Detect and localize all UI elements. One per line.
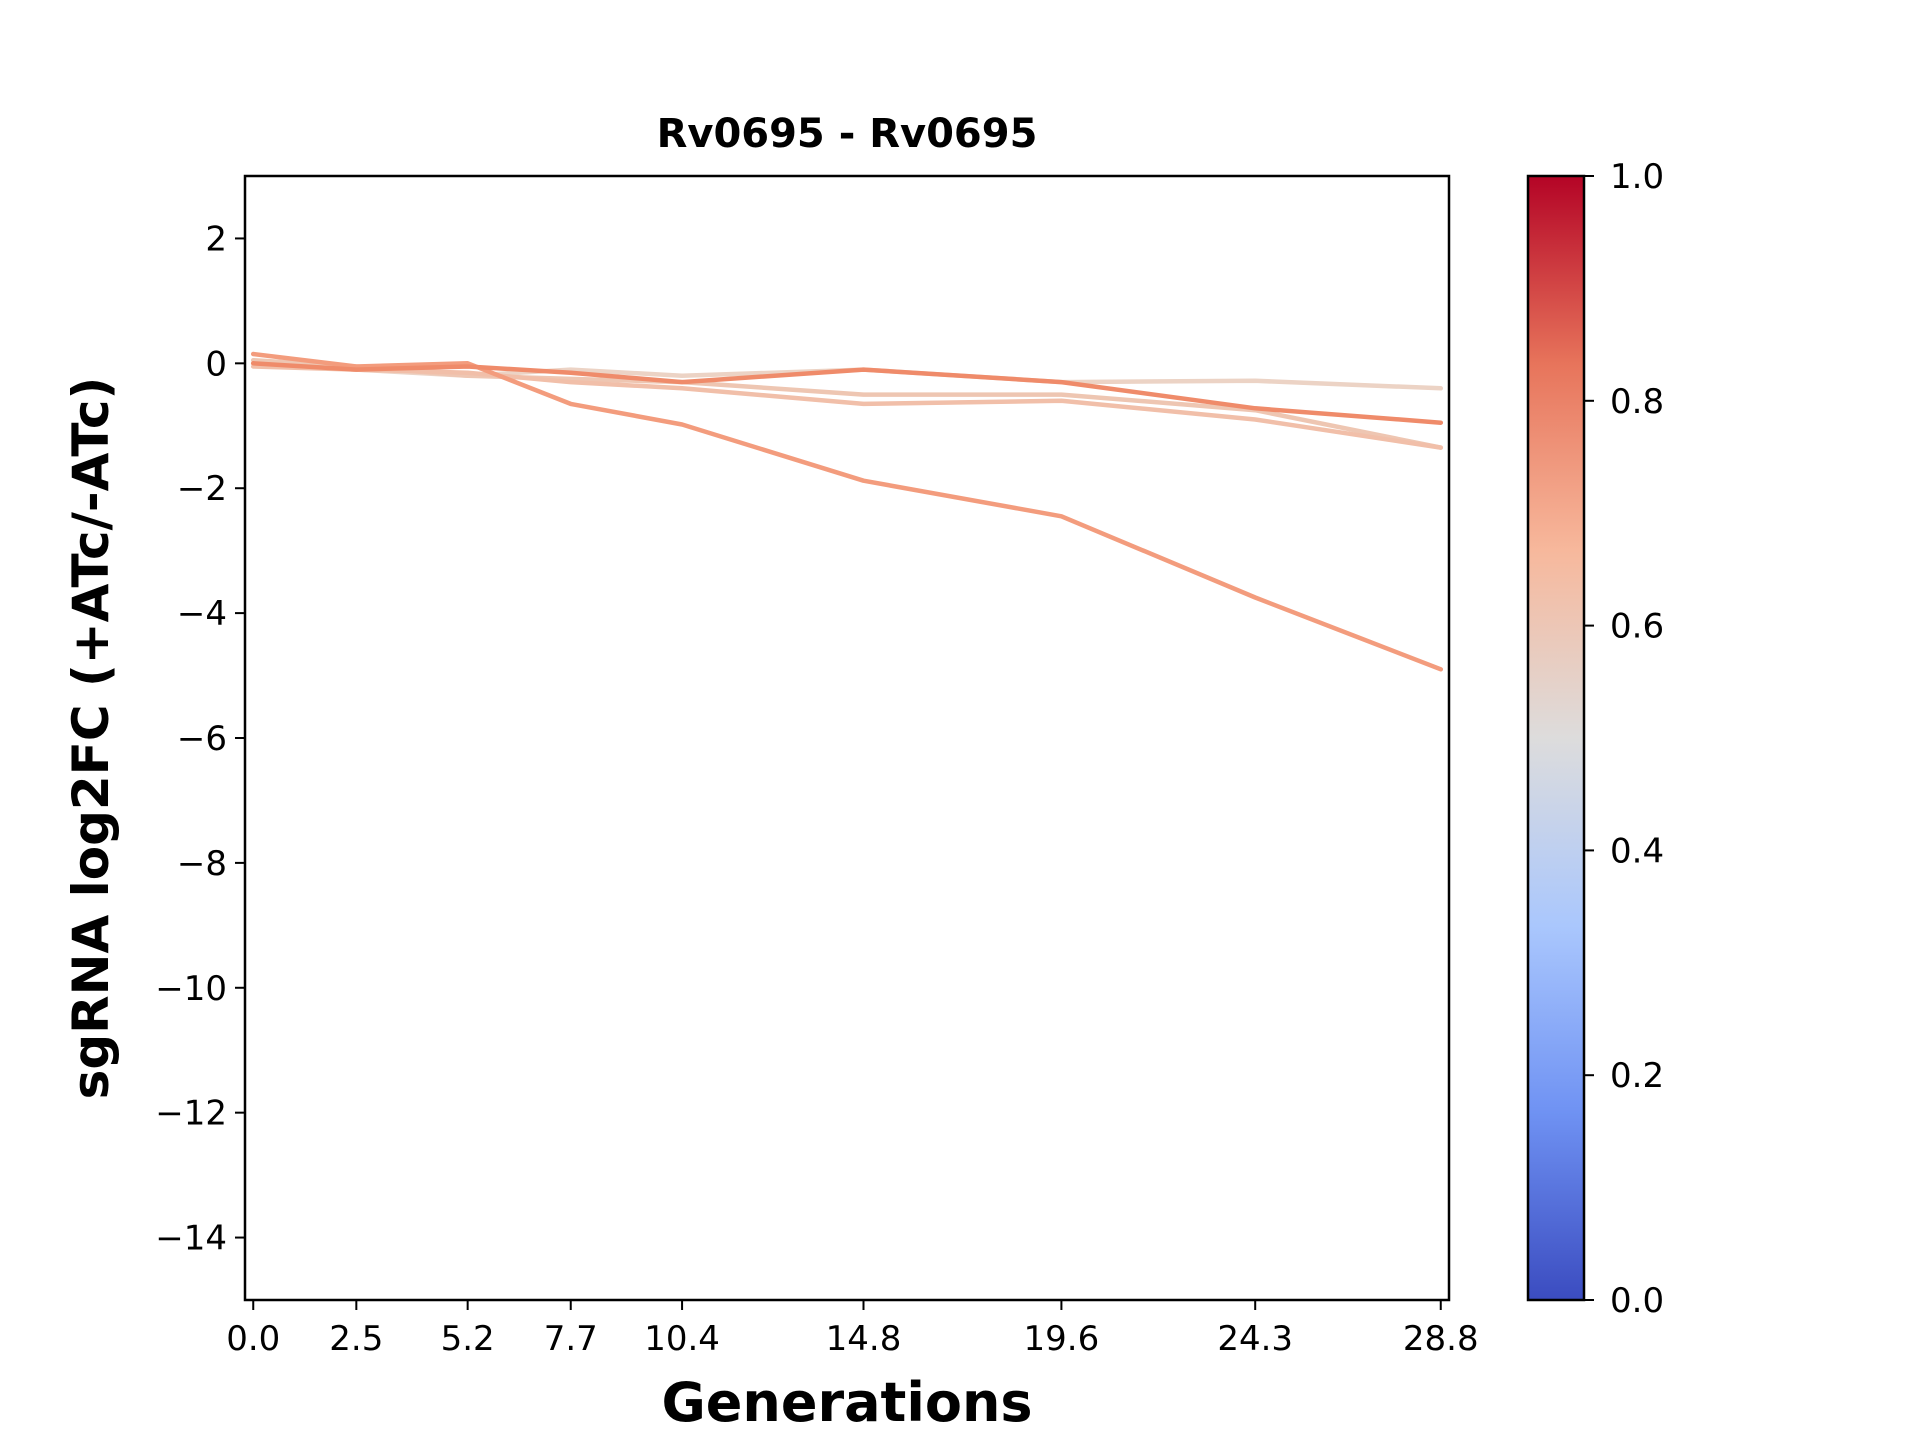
plot-frame	[243, 174, 1451, 1302]
x-tick-label: 10.4	[644, 1319, 720, 1359]
y-tick-label: −6	[177, 719, 227, 759]
y-tick-label: −4	[177, 594, 227, 634]
y-tick-label: −10	[155, 969, 227, 1009]
colorbar-tick-label: 1.0	[1610, 157, 1664, 197]
x-axis-ticks: 0.0 2.5 5.2 7.7 10.4 14.8 19.6 24.3 28.8	[226, 1300, 1479, 1359]
y-tick-label: 2	[205, 219, 227, 259]
y-axis-label: sgRNA log2FC (+ATc/-ATc)	[62, 377, 120, 1100]
series-line-5	[250, 361, 1444, 425]
x-tick-label: 24.3	[1217, 1319, 1293, 1359]
y-axis-ticks: 2 0 −2 −4 −6 −8 −10 −12 −14	[155, 219, 245, 1259]
colorbar	[1526, 174, 1586, 1302]
x-tick-label: 28.8	[1403, 1319, 1479, 1359]
chart-title: Rv0695 - Rv0695	[657, 111, 1038, 157]
x-tick-label: 0.0	[226, 1319, 280, 1359]
colorbar-ticks: 1.0 0.8 0.6 0.4 0.2 0.0	[1584, 157, 1664, 1321]
x-tick-label: 2.5	[329, 1319, 383, 1359]
x-tick-label: 19.6	[1024, 1319, 1100, 1359]
x-tick-label: 5.2	[441, 1319, 495, 1359]
y-tick-label: −12	[155, 1094, 227, 1134]
x-tick-label: 14.8	[826, 1319, 902, 1359]
colorbar-tick-label: 0.2	[1610, 1056, 1664, 1096]
series-lines	[250, 351, 1444, 672]
colorbar-tick-label: 0.4	[1610, 831, 1664, 871]
series-line-4	[250, 351, 1444, 672]
y-tick-label: −14	[155, 1219, 227, 1259]
colorbar-tick-label: 0.8	[1610, 382, 1664, 422]
y-tick-label: 0	[205, 344, 227, 384]
colorbar-tick-label: 0.6	[1610, 607, 1664, 647]
y-tick-label: −2	[177, 469, 227, 509]
x-axis-label: Generations	[661, 1371, 1032, 1434]
colorbar-tick-label: 0.0	[1610, 1281, 1664, 1321]
y-tick-label: −8	[177, 844, 227, 884]
x-tick-label: 7.7	[544, 1319, 598, 1359]
